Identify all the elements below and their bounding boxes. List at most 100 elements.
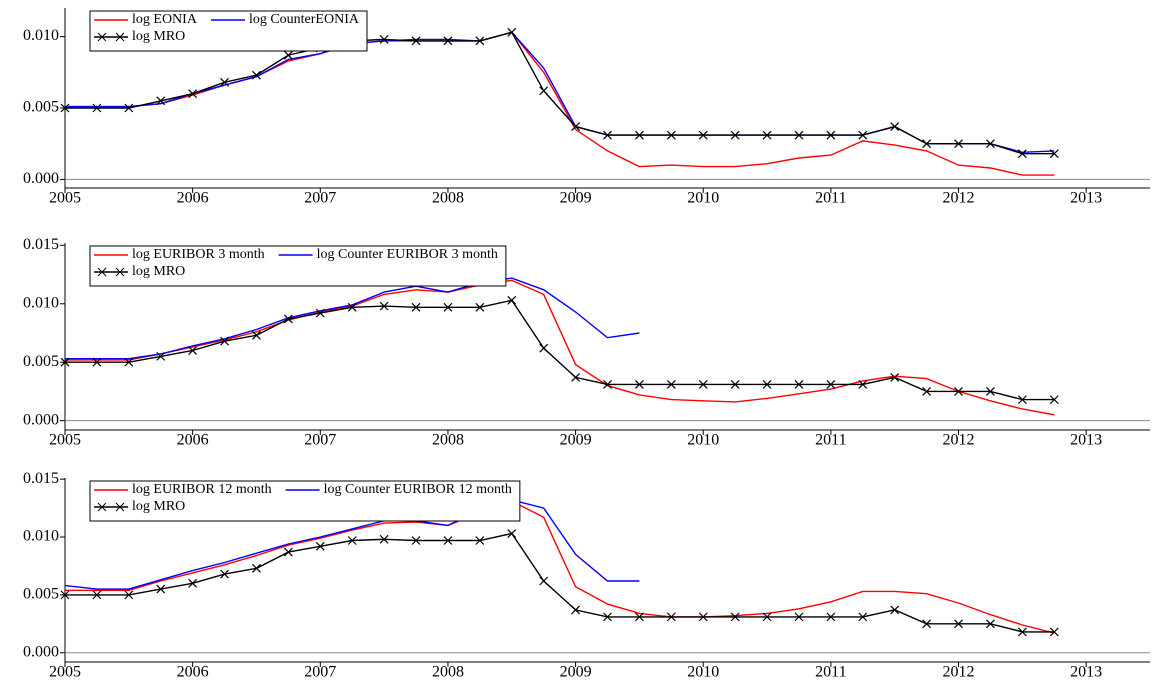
marker — [634, 130, 644, 140]
marker — [890, 605, 900, 615]
marker — [188, 578, 198, 588]
marker — [379, 35, 389, 44]
marker — [475, 536, 485, 545]
legend-box — [89, 245, 507, 287]
marker — [347, 536, 357, 545]
marker — [411, 536, 421, 545]
legend-label: log EONIA — [132, 12, 198, 27]
marker — [1017, 395, 1027, 405]
legend-label: log Counter EURIBOR 3 month — [317, 247, 498, 262]
x-tick-label: 2009 — [560, 190, 592, 207]
legend-marker — [97, 267, 107, 277]
marker — [858, 612, 868, 622]
marker — [283, 50, 293, 60]
legend-box — [89, 10, 368, 52]
y-tick-label: 0.005 — [23, 353, 59, 370]
legend-marker — [115, 32, 125, 42]
legend-label: log MRO — [132, 499, 185, 514]
marker — [220, 77, 229, 87]
marker — [890, 372, 900, 382]
legend-marker — [97, 502, 107, 512]
marker — [124, 590, 134, 600]
marker — [252, 70, 261, 80]
marker — [571, 372, 581, 382]
marker — [794, 379, 804, 389]
marker — [666, 612, 676, 622]
x-tick-label: 2012 — [943, 432, 975, 449]
marker — [92, 103, 102, 113]
legend: log EONIA log CounterEONIA log MRO — [89, 10, 368, 52]
y-tick-label: 0.010 — [23, 294, 59, 311]
x-tick-label: 2013 — [1070, 432, 1102, 449]
x-tick-label: 2006 — [177, 190, 209, 207]
marker — [603, 612, 612, 622]
marker — [954, 139, 963, 149]
marker — [794, 612, 804, 622]
y-tick-label: 0.000 — [23, 643, 59, 660]
marker — [826, 379, 836, 389]
legend-box — [89, 480, 521, 522]
marker — [603, 130, 612, 140]
marker — [986, 139, 995, 149]
marker — [922, 139, 932, 149]
marker — [922, 619, 932, 629]
marker — [220, 569, 229, 579]
legend-label: log EURIBOR 12 month — [132, 482, 272, 497]
marker — [507, 295, 517, 305]
marker — [730, 612, 740, 622]
x-tick-label: 2011 — [815, 432, 846, 449]
x-tick-label: 2007 — [304, 432, 336, 449]
marker — [156, 96, 166, 106]
marker — [220, 336, 229, 346]
x-tick-label: 2008 — [432, 190, 464, 207]
x-tick-label: 2006 — [177, 664, 209, 681]
marker — [475, 36, 485, 46]
y-tick-label: 0.000 — [23, 411, 59, 428]
marker — [698, 612, 708, 622]
marker — [954, 619, 963, 629]
panel: 0.000 0.005 0.010 0.015 2005 2006 2007 2008 2009… — [23, 236, 1150, 449]
panel: 0.000 0.005 0.010 0.015 2005 2006 2007 2008 2009… — [23, 470, 1150, 681]
marker — [252, 330, 261, 340]
marker — [411, 36, 421, 46]
x-tick-label: 2008 — [432, 664, 464, 681]
marker — [666, 379, 676, 389]
marker — [1049, 627, 1059, 637]
legend: log EURIBOR 3 month log Counter EURIBOR 3… — [89, 245, 507, 287]
legend-label: log MRO — [132, 264, 185, 279]
marker — [762, 612, 772, 622]
marker — [156, 351, 166, 361]
x-tick-label: 2006 — [177, 432, 209, 449]
series-line — [64, 499, 640, 590]
marker — [1017, 627, 1027, 637]
x-tick-label: 2011 — [815, 190, 846, 207]
x-tick-label: 2011 — [815, 664, 846, 681]
marker — [60, 357, 70, 367]
legend-label: log MRO — [132, 29, 185, 44]
marker — [507, 529, 517, 538]
series-line — [65, 279, 1055, 416]
series-line — [65, 277, 640, 360]
y-tick-label: 0.010 — [23, 528, 59, 545]
marker — [1017, 149, 1027, 159]
marker — [794, 130, 804, 140]
marker — [571, 122, 581, 131]
series-line — [65, 299, 1055, 401]
marker — [986, 387, 995, 396]
x-tick-label: 2012 — [943, 664, 975, 681]
legend-marker — [97, 32, 107, 42]
x-tick-label: 2007 — [304, 664, 336, 681]
marker — [315, 541, 325, 551]
marker — [698, 379, 708, 389]
marker — [443, 36, 453, 46]
marker — [539, 86, 549, 96]
y-tick-label: 0.010 — [23, 27, 59, 44]
marker — [634, 379, 644, 389]
marker — [188, 346, 198, 355]
marker — [411, 302, 421, 312]
marker — [890, 122, 900, 131]
marker — [1049, 149, 1059, 159]
marker — [507, 27, 517, 37]
y-tick-label: 0.015 — [23, 470, 59, 487]
